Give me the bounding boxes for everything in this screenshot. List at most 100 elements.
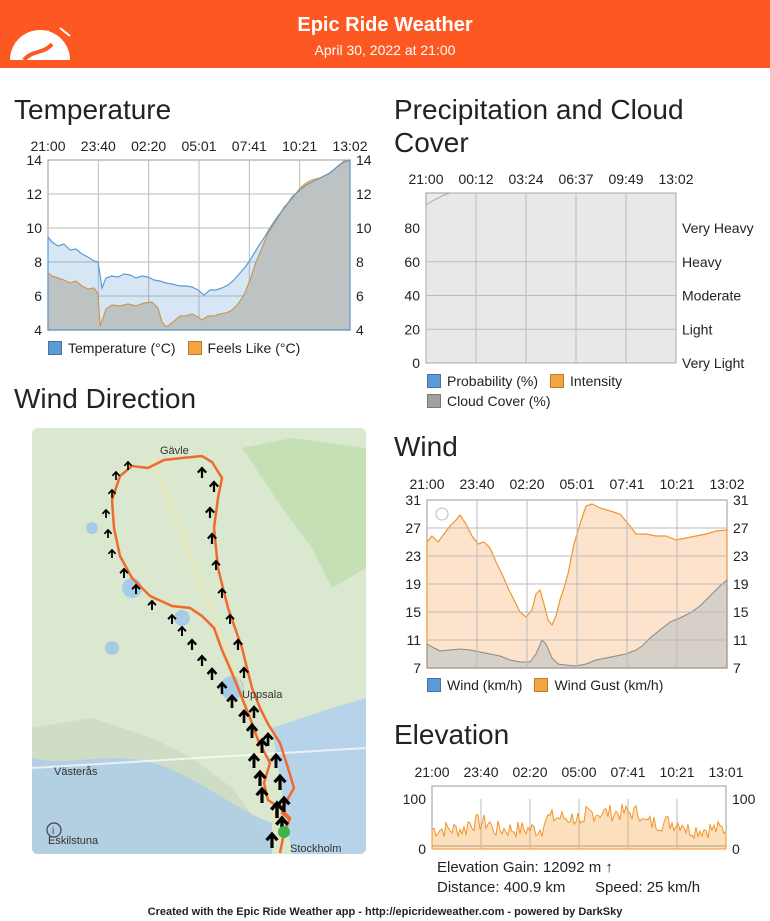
wind-arrow-icon bbox=[245, 722, 259, 738]
y-tick: 0 bbox=[418, 841, 426, 857]
legend-swatch bbox=[48, 341, 62, 355]
time-tick: 05:01 bbox=[181, 138, 216, 154]
route-path bbox=[110, 454, 296, 854]
intensity-label: Moderate bbox=[682, 288, 741, 304]
temperature-legend: Temperature (°C) Feels Like (°C) bbox=[48, 340, 312, 358]
app-title: Epic Ride Weather bbox=[297, 14, 473, 36]
time-tick: 13:01 bbox=[708, 764, 743, 780]
time-tick: 13:02 bbox=[332, 138, 367, 154]
y-tick-right: 0 bbox=[732, 841, 740, 857]
temperature-chart: 21:00 23:40 02:20 05:01 07:41 10:21 13:02 14 14… bbox=[26, 138, 372, 338]
y-tick: 11 bbox=[406, 632, 421, 648]
y-tick: 19 bbox=[405, 576, 421, 592]
route-distance: Distance: 400.9 km bbox=[437, 879, 566, 896]
time-tick: 05:00 bbox=[561, 764, 596, 780]
intensity-label: Light bbox=[682, 321, 712, 337]
legend-item: Intensity bbox=[550, 372, 622, 390]
elevation-gain: Elevation Gain: 12092 m ↑ bbox=[437, 859, 613, 876]
precipitation-legend: Probability (%) Intensity Cloud Cover (%) bbox=[427, 372, 727, 412]
map-label-vasteras: Västerås bbox=[54, 766, 98, 778]
time-tick: 03:24 bbox=[508, 171, 543, 187]
y-tick-right: 8 bbox=[356, 254, 364, 270]
wind-arrow-icon bbox=[247, 752, 261, 768]
wind-arrow-icon bbox=[269, 800, 285, 818]
map-label-uppsala: Uppsala bbox=[242, 689, 283, 701]
app-header: Epic Ride Weather April 30, 2022 at 21:0… bbox=[0, 0, 770, 68]
legend-item: Cloud Cover (%) bbox=[427, 392, 550, 410]
time-tick: 23:40 bbox=[463, 764, 498, 780]
wind-arrow-icon bbox=[111, 470, 121, 480]
time-tick: 00:12 bbox=[458, 171, 493, 187]
elevation-profile bbox=[431, 804, 727, 850]
wind-chart: 21:00 23:40 02:20 05:01 07:41 10:21 13:02 31 31… bbox=[405, 476, 749, 676]
y-tick: 20 bbox=[404, 321, 420, 337]
wind-arrow-icon bbox=[255, 786, 269, 803]
y-tick: 23 bbox=[405, 548, 421, 564]
time-tick: 09:49 bbox=[608, 171, 643, 187]
route-map[interactable]: Gävle Uppsala Västerås Eskilstuna Stockh… bbox=[32, 428, 366, 854]
wind-area bbox=[426, 578, 728, 669]
wind-arrow-icon bbox=[196, 654, 208, 666]
time-tick: 06:37 bbox=[558, 171, 593, 187]
wind-arrow-icon bbox=[216, 681, 228, 694]
wind-arrow-icon bbox=[119, 567, 129, 578]
y-tick: 60 bbox=[404, 254, 420, 270]
wind-arrow-icon bbox=[107, 488, 117, 498]
route-speed: Speed: 25 km/h bbox=[595, 879, 701, 896]
info-icon[interactable]: i bbox=[46, 822, 62, 838]
y-tick-right: 19 bbox=[733, 576, 749, 592]
y-tick: 100 bbox=[403, 791, 427, 807]
y-tick: 0 bbox=[412, 355, 420, 371]
legend-item: Temperature (°C) bbox=[48, 340, 176, 356]
y-tick-right: 23 bbox=[733, 548, 749, 564]
y-tick: 4 bbox=[34, 322, 42, 338]
time-tick: 07:41 bbox=[610, 764, 645, 780]
legend-item: Wind (km/h) bbox=[427, 677, 522, 693]
route-map-canvas: Gävle Uppsala Västerås Eskilstuna Stockh… bbox=[32, 428, 366, 854]
y-tick-right: 7 bbox=[733, 660, 741, 676]
legend-swatch bbox=[187, 341, 202, 355]
time-tick: 07:41 bbox=[609, 476, 644, 492]
wind-arrow-icon bbox=[238, 666, 250, 678]
time-tick: 10:21 bbox=[282, 138, 317, 154]
wind-arrow-icon bbox=[248, 705, 260, 718]
y-tick: 15 bbox=[405, 604, 421, 620]
y-tick: 8 bbox=[34, 254, 42, 270]
legend-label: Feels Like (°C) bbox=[207, 340, 301, 356]
time-tick: 13:02 bbox=[709, 476, 744, 492]
wind-marker-icon bbox=[435, 507, 449, 521]
y-tick-right: 31 bbox=[733, 492, 749, 508]
legend-swatch bbox=[534, 678, 549, 692]
wind-arrow-icon bbox=[253, 769, 267, 786]
wind-direction-title: Wind Direction bbox=[14, 383, 197, 414]
wind-arrow-icon bbox=[265, 831, 279, 848]
time-tick: 07:41 bbox=[232, 138, 267, 154]
y-tick-right: 10 bbox=[356, 220, 372, 236]
wind-arrow-icon bbox=[262, 731, 274, 746]
wind-arrow-icon bbox=[269, 752, 283, 768]
time-tick: 02:20 bbox=[131, 138, 166, 154]
legend-swatch bbox=[427, 374, 441, 388]
time-tick: 21:00 bbox=[30, 138, 65, 154]
map-label-stockholm: Stockholm bbox=[290, 843, 341, 854]
y-tick: 10 bbox=[26, 220, 42, 236]
legend-label: Probability (%) bbox=[447, 373, 539, 389]
wind-arrow-icon bbox=[177, 625, 187, 636]
y-tick: 7 bbox=[413, 660, 421, 676]
y-tick-right: 14 bbox=[356, 152, 372, 168]
time-tick: 23:40 bbox=[81, 138, 116, 154]
elevation-chart: 21:00 23:40 02:20 05:00 07:41 10:21 13:01 100 1… bbox=[403, 764, 756, 857]
precipitation-title: Precipitation and Cloud Cover bbox=[394, 94, 684, 158]
wind-arrow-icon bbox=[196, 466, 208, 478]
wind-arrow-icon bbox=[204, 506, 216, 518]
wind-arrow-icon bbox=[103, 528, 113, 538]
wind-arrow-icon bbox=[208, 480, 220, 492]
legend-item: Wind Gust (km/h) bbox=[534, 677, 663, 693]
intensity-label: Very Heavy bbox=[682, 220, 754, 236]
legend-swatch bbox=[550, 374, 565, 388]
wind-title: Wind bbox=[394, 431, 458, 462]
time-tick: 02:20 bbox=[509, 476, 544, 492]
time-tick: 21:00 bbox=[414, 764, 449, 780]
wind-arrow-icon bbox=[226, 693, 238, 708]
wind-arrow-icon bbox=[131, 583, 141, 594]
